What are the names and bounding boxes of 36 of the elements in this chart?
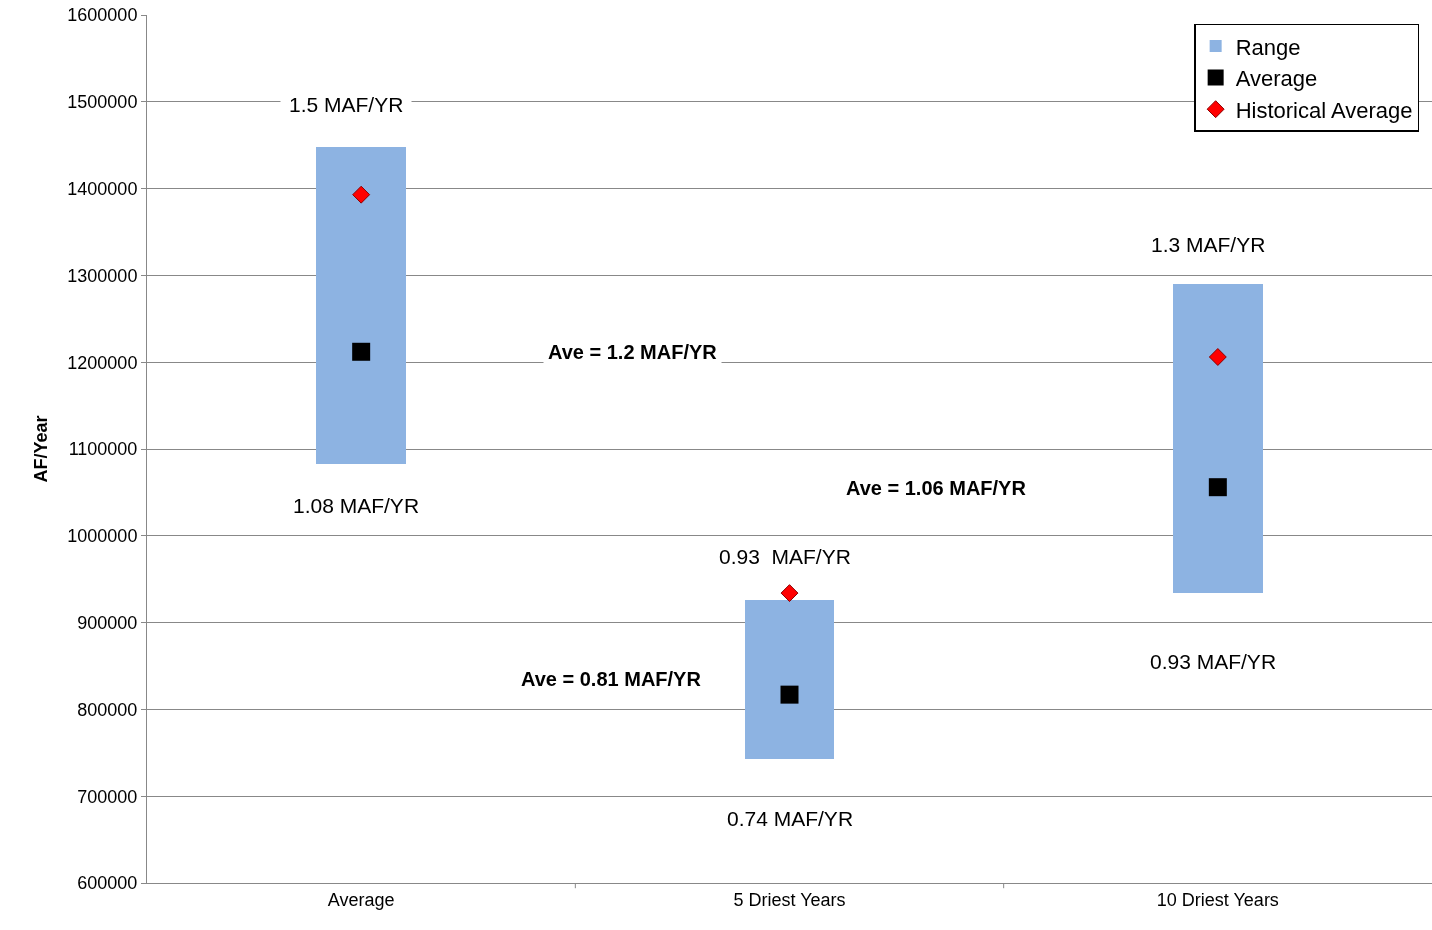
- annotation: 0.93 MAF/YR: [719, 545, 851, 568]
- annotation: Ave = 0.81 MAF/YR: [521, 668, 702, 690]
- legend-label: Range: [1235, 34, 1301, 60]
- bar: [745, 600, 834, 759]
- point: [352, 185, 371, 204]
- annotation: 1.5 MAF/YR: [289, 93, 404, 116]
- legend-label: Average: [1235, 66, 1318, 92]
- x-tick-label: 5 Driest Years: [733, 889, 846, 910]
- y-tick-label: 1600000: [67, 5, 138, 26]
- point: [780, 685, 799, 704]
- y-tick-label: 1500000: [67, 92, 138, 113]
- bar: [1173, 284, 1263, 593]
- y-tick-label: 1200000: [67, 352, 138, 373]
- x-tick-label: Average: [327, 889, 395, 910]
- x-tick-label: 10 Driest Years: [1156, 889, 1279, 910]
- point: [1208, 348, 1227, 366]
- point: [352, 342, 371, 361]
- y-tick-label: 1400000: [67, 178, 138, 199]
- y-tick-label: 900000: [77, 612, 138, 633]
- y-tick-label: 700000: [77, 786, 138, 807]
- legend-label: Historical Average: [1235, 97, 1413, 123]
- y-tick-label: 1000000: [67, 526, 138, 547]
- point: [1208, 478, 1227, 497]
- annotation: 0.74 MAF/YR: [727, 807, 854, 830]
- annotation: Ave = 1.2 MAF/YR: [548, 341, 718, 363]
- annotation: Ave = 1.06 MAF/YR: [846, 477, 1027, 499]
- annotation: 1.08 MAF/YR: [293, 494, 420, 517]
- y-tick-label: 1300000: [67, 265, 138, 286]
- y-tick-label: 800000: [77, 699, 138, 720]
- annotation: 0.93 MAF/YR: [1150, 650, 1277, 673]
- point: [780, 584, 799, 603]
- y-tick-label: 600000: [77, 873, 138, 894]
- y-axis-title: AF/Year: [30, 415, 51, 483]
- y-tick-label: 1100000: [68, 439, 138, 460]
- bar: [316, 147, 406, 464]
- annotation: 1.3 MAF/YR: [1151, 233, 1266, 256]
